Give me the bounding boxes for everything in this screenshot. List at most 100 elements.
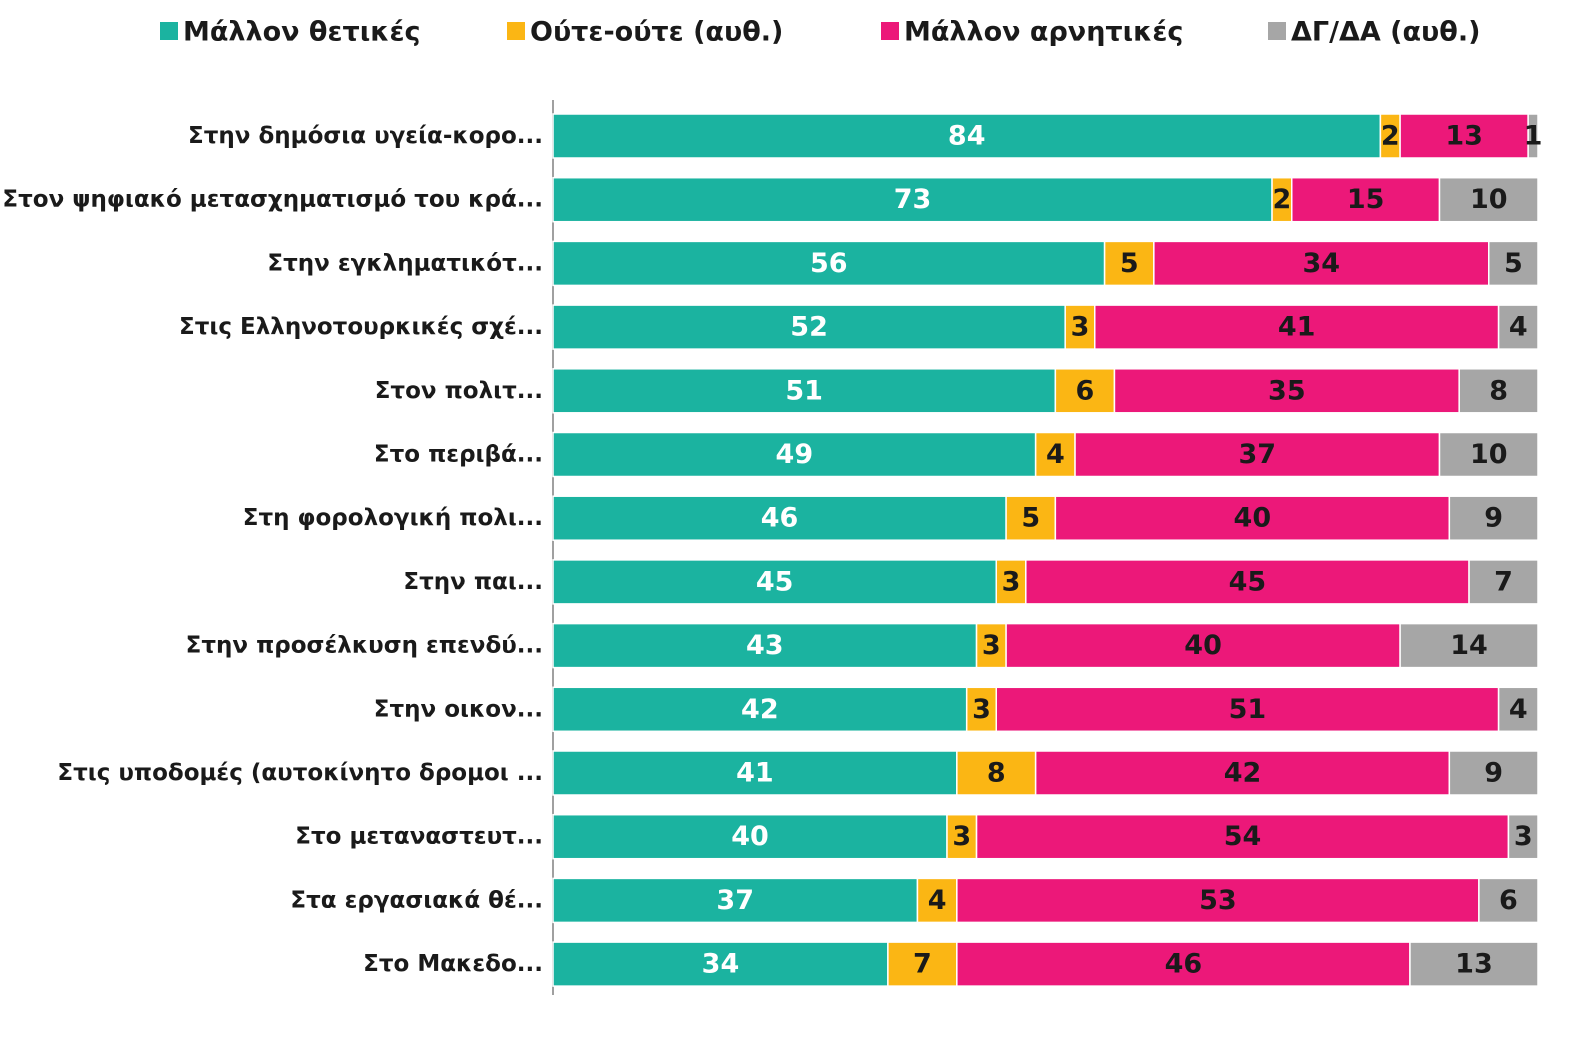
data-label: 4 xyxy=(1509,694,1528,725)
category-label: Στη φορολογική πολι... xyxy=(243,505,543,531)
bar-segment xyxy=(552,686,968,733)
legend-swatch xyxy=(1268,22,1286,40)
bar-segment xyxy=(1468,559,1539,605)
data-label: 4 xyxy=(1509,312,1528,343)
data-label: 73 xyxy=(894,184,932,215)
data-label: 34 xyxy=(702,949,740,980)
legend-label: ΔΓ/ΔΑ (αυθ.) xyxy=(1291,17,1480,48)
bar-segment xyxy=(1448,495,1539,541)
category-label: Στην δημόσια υγεία-κορο... xyxy=(188,123,543,149)
bar-segment xyxy=(1113,368,1460,414)
data-label: 8 xyxy=(1489,375,1508,406)
bar-segment xyxy=(552,750,958,796)
bar-segment xyxy=(1478,877,1539,924)
data-label: 6 xyxy=(1076,375,1095,406)
data-label: 54 xyxy=(1224,821,1262,852)
bar-segment xyxy=(1497,686,1539,733)
bar-segment xyxy=(552,431,1037,478)
data-label: 5 xyxy=(1120,248,1139,279)
data-label: 53 xyxy=(1199,885,1237,916)
data-label: 7 xyxy=(913,949,932,980)
bar-segment xyxy=(1409,941,1539,987)
data-label: 4 xyxy=(1046,439,1065,470)
data-label: 40 xyxy=(731,821,769,852)
data-label: 51 xyxy=(1229,694,1267,725)
data-label: 10 xyxy=(1470,439,1508,470)
bar-segment xyxy=(1438,176,1539,223)
data-label: 3 xyxy=(952,821,971,852)
bar-segment xyxy=(552,559,997,605)
legend-label: Μάλλον θετικές xyxy=(183,17,420,48)
data-label: 35 xyxy=(1268,375,1306,406)
data-label: 13 xyxy=(1455,949,1493,980)
category-label: Στο μεταναστευτ... xyxy=(295,824,543,850)
bar-segment xyxy=(1438,431,1539,478)
data-label: 4 xyxy=(928,885,947,916)
bar-segment xyxy=(916,877,958,924)
bar-segment xyxy=(552,240,1106,287)
data-label: 51 xyxy=(785,375,823,406)
data-label: 8 xyxy=(987,758,1006,789)
category-label: Στις Ελληνοτουρκικές σχέ... xyxy=(179,314,543,340)
data-label: 5 xyxy=(1504,248,1523,279)
bar-segment xyxy=(1448,750,1539,796)
data-label: 41 xyxy=(1278,312,1316,343)
category-label: Στον πολιτ... xyxy=(375,378,543,404)
data-label: 3 xyxy=(1002,566,1021,597)
category-label: Στο περιβά... xyxy=(374,442,543,468)
bar-segment xyxy=(552,368,1057,414)
bar-segment xyxy=(995,559,1027,605)
category-label: Στις υποδομές (αυτοκίνητο δρομοι ... xyxy=(57,760,543,786)
bar-segment xyxy=(1497,304,1539,350)
bar-segment xyxy=(1399,113,1529,159)
data-label: 2 xyxy=(1381,121,1400,152)
data-label: 37 xyxy=(716,885,754,916)
bar-segment xyxy=(1488,240,1539,287)
bar-segment xyxy=(1034,431,1076,478)
data-label: 49 xyxy=(776,439,814,470)
bar-segment xyxy=(887,941,958,987)
data-label: 46 xyxy=(1165,949,1203,980)
bar-segment xyxy=(1527,113,1539,159)
category-label: Στα εργασιακά θέ... xyxy=(290,887,543,913)
category-label: Στην προσέλκυση επενδύ... xyxy=(186,633,543,659)
bar-segment xyxy=(1291,176,1441,223)
legend-swatch xyxy=(881,22,899,40)
bar-segment xyxy=(1094,304,1500,350)
data-label: 46 xyxy=(761,503,799,534)
data-label: 40 xyxy=(1234,503,1272,534)
bar-segment xyxy=(995,686,1500,733)
data-label: 9 xyxy=(1484,758,1503,789)
data-label: 40 xyxy=(1184,630,1222,661)
data-label: 42 xyxy=(1224,758,1262,789)
data-label: 3 xyxy=(1514,821,1533,852)
bar-segment xyxy=(956,750,1037,796)
data-label: 84 xyxy=(948,121,986,152)
data-label: 10 xyxy=(1470,184,1508,215)
bar-segment xyxy=(1005,622,1401,669)
data-label: 37 xyxy=(1238,439,1276,470)
bar-segment xyxy=(1074,431,1441,478)
data-label: 56 xyxy=(810,248,848,279)
data-label: 41 xyxy=(736,758,774,789)
bar-segment xyxy=(1005,495,1057,541)
bar-segment xyxy=(552,176,1273,223)
bar-segment xyxy=(1153,240,1490,287)
bar-segment xyxy=(975,813,1510,860)
data-label: 5 xyxy=(1021,503,1040,534)
data-label: 7 xyxy=(1494,566,1513,597)
data-label: 1 xyxy=(1524,121,1543,152)
bar-segment xyxy=(1507,813,1539,860)
bar-segment xyxy=(552,877,919,924)
bar-segment xyxy=(1399,622,1539,669)
category-label: Στην οικον... xyxy=(374,696,543,722)
data-label: 3 xyxy=(982,630,1001,661)
data-label: 52 xyxy=(790,312,828,343)
bar-segment xyxy=(552,304,1066,350)
data-label: 3 xyxy=(1071,312,1090,343)
data-label: 43 xyxy=(746,630,784,661)
category-label: Στην παι... xyxy=(403,569,543,595)
legend-label: Ούτε-ούτε (αυθ.) xyxy=(530,17,783,48)
category-label: Στην εγκληματικότ... xyxy=(267,250,543,276)
